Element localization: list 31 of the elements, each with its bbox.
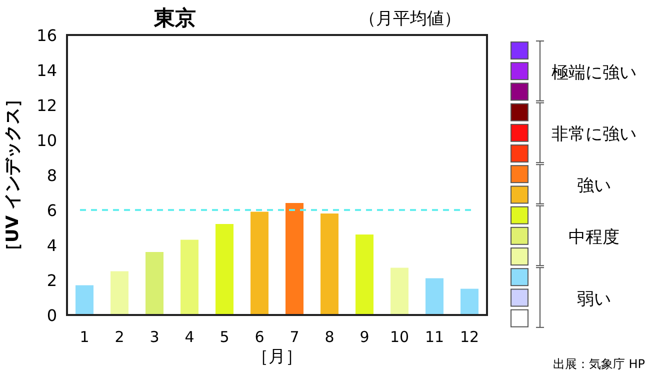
x-tick-label: 2 (114, 328, 124, 346)
text: 中程度 (568, 228, 620, 248)
x-tick-label: 7 (290, 328, 300, 346)
x-tick-label: 8 (324, 328, 334, 346)
y-tick-label: 14 (36, 61, 57, 80)
y-tick-label: 2 (46, 271, 57, 290)
x-tick-label: 5 (220, 328, 230, 346)
x-tick-label: 1 (80, 328, 90, 346)
x-tick-label: 6 (254, 328, 264, 346)
text: 極端に強い (552, 62, 636, 83)
chart-title: 東京 (153, 6, 196, 30)
y-tick-label: 8 (46, 166, 57, 185)
chart-subtitle: （月平均値） (359, 9, 461, 29)
text: 弱い (577, 290, 611, 310)
y-axis-title: ［UV インデックス］ (3, 90, 23, 260)
y-tick-label: 16 (36, 26, 57, 45)
text: 強い (577, 176, 611, 196)
y-tick-label: 6 (46, 201, 57, 220)
y-tick-label: 0 (46, 306, 57, 325)
x-tick-label: 3 (150, 328, 160, 346)
y-tick-label: 12 (36, 96, 57, 115)
x-tick-label: 9 (360, 328, 370, 346)
x-tick-label: 12 (460, 328, 480, 346)
text: 非常に強い (552, 124, 636, 145)
x-axis-title: ［月］ (252, 347, 302, 367)
x-tick-label: 4 (184, 328, 194, 346)
x-tick-label: 10 (390, 328, 410, 346)
y-tick-label: 4 (46, 236, 57, 255)
text: 出展：気象庁 HP (552, 357, 645, 371)
y-tick-label: 10 (36, 131, 57, 150)
x-tick-label: 11 (424, 328, 444, 346)
